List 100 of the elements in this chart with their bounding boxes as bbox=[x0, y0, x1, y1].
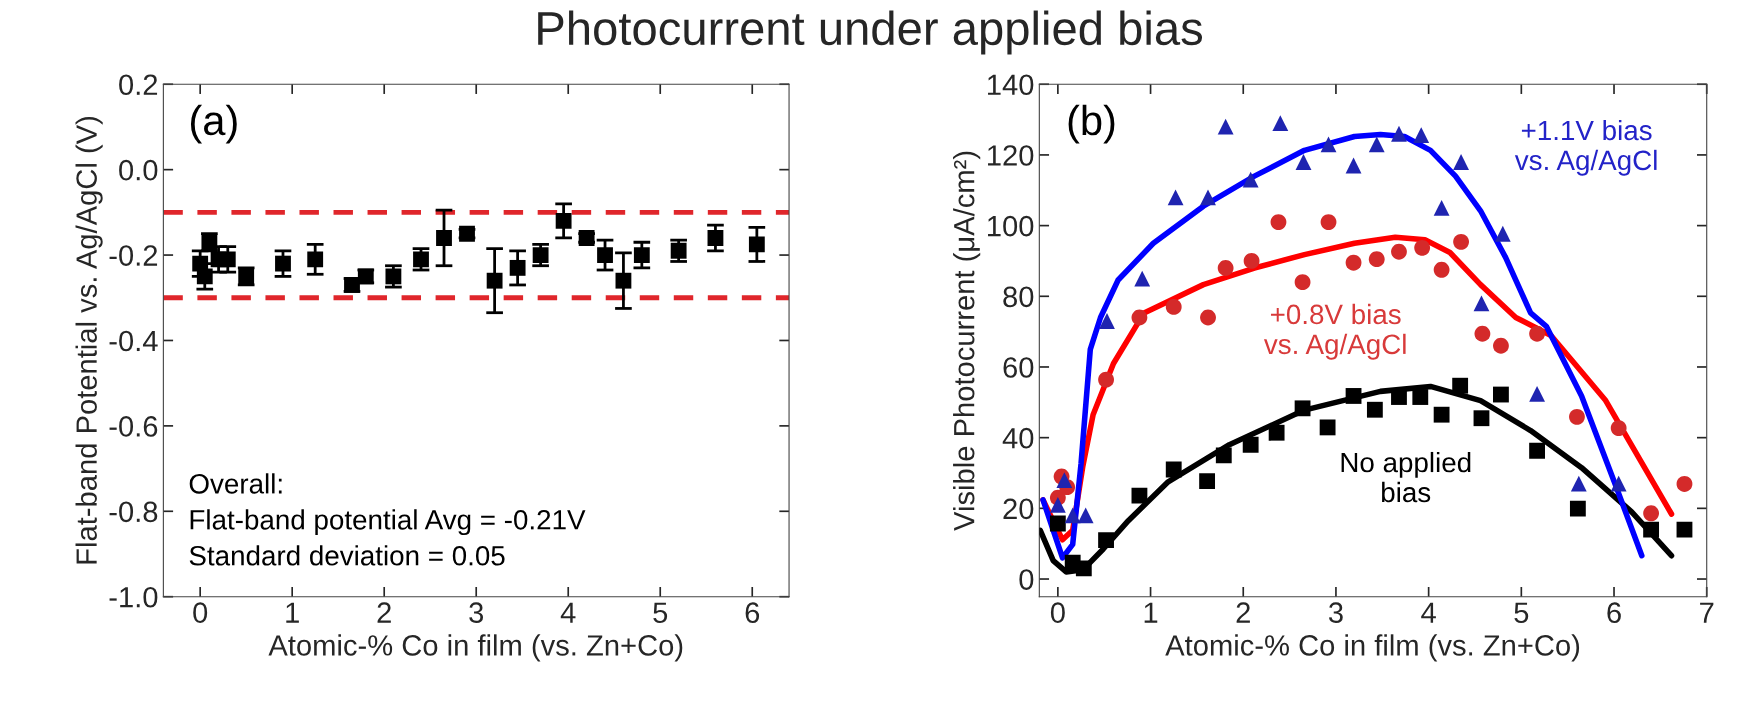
point bbox=[1056, 472, 1073, 488]
x-tick-label: 4 bbox=[1421, 602, 1436, 623]
annotation: +1.1V bias vs. Ag/AgCl bbox=[1514, 119, 1657, 176]
y-tick-label: 60 bbox=[1003, 357, 1034, 378]
point bbox=[275, 255, 291, 272]
y-axis-title: Flat-band Potential vs. Ag/AgCl (V) bbox=[75, 116, 103, 564]
point bbox=[219, 251, 236, 268]
point bbox=[1167, 189, 1184, 206]
point bbox=[1610, 420, 1627, 437]
point bbox=[1433, 406, 1450, 423]
x-tick-label: 6 bbox=[1607, 602, 1621, 623]
point bbox=[486, 272, 503, 289]
y-axis-title: Visible Photocurrent (μA/cm²) bbox=[953, 151, 981, 531]
point bbox=[1268, 424, 1285, 441]
point bbox=[1493, 386, 1509, 403]
point bbox=[307, 251, 324, 268]
point bbox=[1099, 313, 1115, 329]
point bbox=[555, 212, 572, 229]
point bbox=[1433, 200, 1450, 216]
point bbox=[1295, 154, 1312, 170]
point bbox=[1319, 419, 1336, 436]
y-tick-label: -0.2 bbox=[109, 245, 158, 266]
x-tick-label: 1 bbox=[1144, 602, 1158, 623]
point bbox=[1676, 476, 1693, 492]
point bbox=[1391, 125, 1407, 142]
point bbox=[1134, 270, 1151, 287]
point bbox=[436, 230, 452, 246]
x-tick-label: 3 bbox=[469, 602, 484, 623]
point bbox=[1049, 515, 1066, 532]
point bbox=[1131, 487, 1148, 504]
x-tick-label: 3 bbox=[1328, 602, 1343, 623]
point bbox=[1345, 157, 1362, 174]
point bbox=[1242, 171, 1259, 188]
point bbox=[1272, 115, 1289, 132]
point bbox=[1368, 251, 1385, 268]
point bbox=[1098, 371, 1114, 388]
point bbox=[597, 247, 613, 263]
point bbox=[1473, 410, 1490, 427]
point bbox=[1320, 214, 1337, 230]
y-tick-label: 0 bbox=[1019, 569, 1034, 590]
point bbox=[615, 272, 632, 289]
annotation: (a) bbox=[190, 104, 237, 144]
point bbox=[633, 247, 650, 263]
point bbox=[1366, 401, 1383, 418]
point bbox=[1215, 447, 1232, 464]
point bbox=[1391, 243, 1407, 260]
point bbox=[1493, 337, 1509, 354]
point bbox=[1529, 325, 1545, 342]
point bbox=[1270, 214, 1287, 230]
x-tick-label: 4 bbox=[560, 602, 576, 623]
point bbox=[1473, 295, 1490, 312]
point bbox=[1569, 500, 1586, 517]
y-tick-label: 140 bbox=[988, 74, 1034, 96]
y-tick-label: -0.6 bbox=[109, 416, 158, 437]
x-tick-label: 0 bbox=[1050, 602, 1065, 623]
x-tick-label: 0 bbox=[193, 602, 208, 623]
point bbox=[1200, 189, 1216, 206]
annotation: Overall: Flat-band potential Avg = -0.21V Standard deviation = 0.05 bbox=[189, 473, 586, 566]
point bbox=[1474, 325, 1491, 342]
point bbox=[1453, 233, 1469, 250]
point bbox=[1242, 436, 1259, 453]
annotation: (b) bbox=[1068, 104, 1115, 144]
x-tick-label: 7 bbox=[1700, 602, 1714, 623]
point bbox=[1368, 136, 1385, 153]
annotation: No applied bias bbox=[1341, 451, 1471, 503]
point bbox=[1075, 560, 1092, 577]
y-tick-label: 40 bbox=[1002, 427, 1034, 449]
point bbox=[1452, 377, 1469, 394]
point bbox=[1433, 261, 1450, 278]
point bbox=[1131, 309, 1148, 326]
point bbox=[1294, 274, 1311, 291]
point bbox=[1165, 461, 1182, 478]
x-tick-label: 1 bbox=[286, 602, 299, 623]
point bbox=[1077, 507, 1094, 524]
point bbox=[1217, 118, 1234, 135]
point bbox=[1064, 507, 1081, 524]
point bbox=[1610, 475, 1627, 492]
point bbox=[1676, 521, 1693, 538]
y-tick-label: 0.0 bbox=[119, 159, 158, 181]
point bbox=[1320, 136, 1337, 153]
y-tick-label: -1.0 bbox=[109, 586, 158, 608]
point bbox=[1413, 127, 1430, 144]
point bbox=[707, 230, 724, 246]
point bbox=[1494, 225, 1511, 242]
x-tick-label: 2 bbox=[1236, 602, 1250, 623]
annotation: +0.8V bias vs. Ag/AgCl bbox=[1263, 303, 1406, 360]
point bbox=[1570, 475, 1587, 492]
y-tick-label: -0.8 bbox=[109, 501, 158, 523]
point bbox=[1529, 442, 1545, 459]
x-axis-title: Atomic-% Co in film (vs. Zn+Co) bbox=[268, 634, 683, 662]
x-tick-label: 6 bbox=[745, 602, 760, 623]
point bbox=[1643, 505, 1660, 522]
point bbox=[1049, 496, 1066, 513]
y-tick-label: 20 bbox=[1003, 498, 1034, 520]
point bbox=[1294, 400, 1311, 417]
point bbox=[532, 247, 549, 263]
point bbox=[1098, 532, 1114, 549]
point bbox=[1200, 309, 1216, 326]
point bbox=[1217, 260, 1234, 276]
point bbox=[1643, 521, 1660, 538]
